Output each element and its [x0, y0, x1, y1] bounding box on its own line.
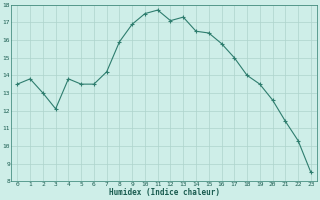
X-axis label: Humidex (Indice chaleur): Humidex (Indice chaleur): [108, 188, 220, 197]
